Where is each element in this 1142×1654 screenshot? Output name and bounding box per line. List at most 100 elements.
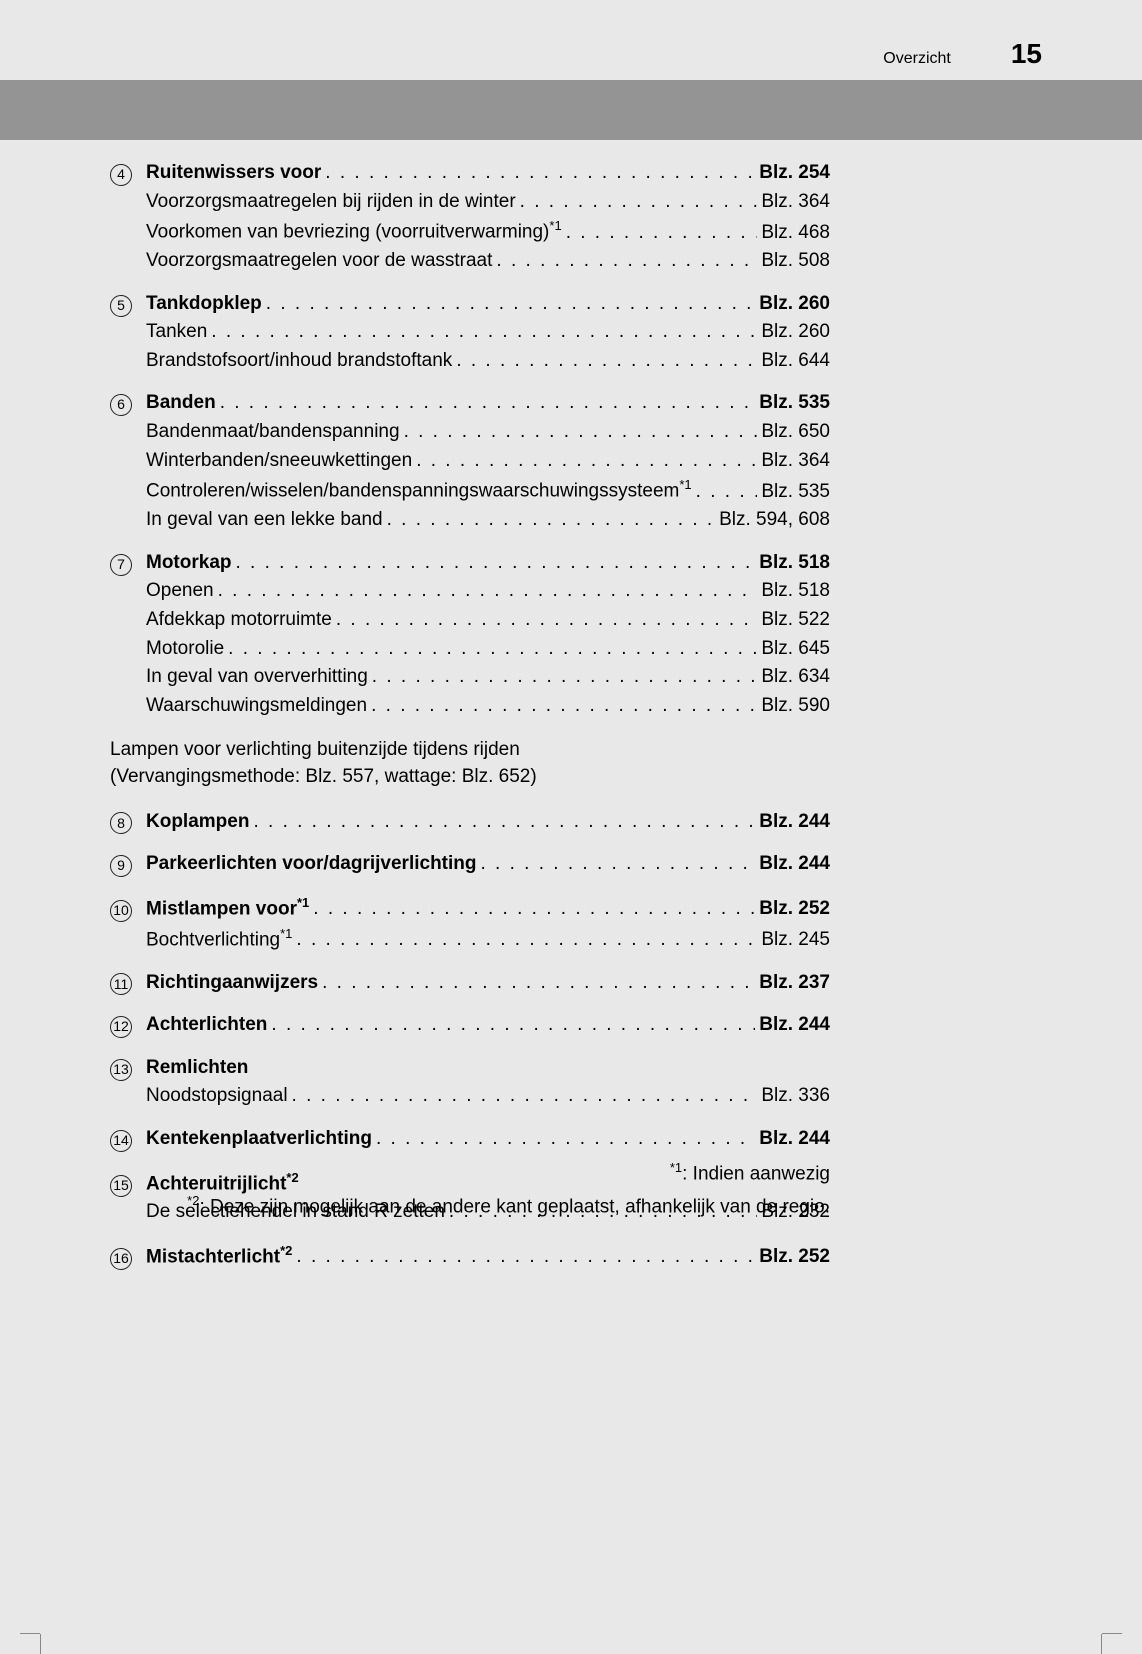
entry-label: Richtingaanwijzers [146, 970, 318, 997]
leader-dots [220, 390, 756, 417]
leader-dots [496, 248, 757, 275]
footnote-2: *2: Deze zijn mogelijk aan de andere kan… [110, 1190, 830, 1224]
page-reference: Blz. 644 [761, 348, 830, 375]
footnotes: *1: Indien aanwezig *2: Deze zijn mogeli… [110, 1157, 830, 1224]
circled-number-icon: 7 [110, 554, 132, 576]
intermediate-note: Lampen voor verlichting buitenzijde tijd… [110, 737, 830, 790]
toc-entry: Brandstofsoort/inhoud brandstoftankBlz. … [110, 348, 830, 375]
entry-label: Motorolie [146, 636, 224, 663]
leader-dots [520, 189, 758, 216]
toc-entry: 10 Mistlampen voor*1 Blz. 252 [110, 894, 830, 923]
page-reference: Blz. 336 [761, 1083, 830, 1110]
page-reference: Blz. 252 [759, 896, 830, 923]
leader-dots [387, 507, 715, 534]
leader-dots [266, 291, 755, 318]
entry-label: Parkeerlichten voor/dagrijverlichting [146, 851, 477, 878]
toc-entry: Voorzorgsmaatregelen voor de wasstraatBl… [110, 248, 830, 275]
entry-label: Winterbanden/sneeuwkettingen [146, 448, 412, 475]
intermediate-line2: (Vervangingsmethode: Blz. 557, wattage: … [110, 764, 830, 791]
toc-entry: 8KoplampenBlz. 244 [110, 809, 830, 836]
page-reference: Blz. 518 [759, 550, 830, 577]
leader-dots [372, 664, 758, 691]
circled-number-icon: 14 [110, 1130, 132, 1152]
entry-label: Ruitenwissers voor [146, 160, 321, 187]
circled-number-icon: 12 [110, 1016, 132, 1038]
page-reference: Blz. 634 [761, 664, 830, 691]
toc-entry: Voorzorgsmaatregelen bij rijden in de wi… [110, 189, 830, 216]
leader-dots [325, 160, 755, 187]
page-reference: Blz. 518 [761, 578, 830, 605]
entry-label: Tankdopklep [146, 291, 262, 318]
leader-dots [322, 970, 755, 997]
entry-label: Banden [146, 390, 216, 417]
entry-label: In geval van oververhitting [146, 664, 368, 691]
circled-number-icon: 6 [110, 394, 132, 416]
circled-number-icon: 4 [110, 164, 132, 186]
circled-number-icon: 10 [110, 900, 132, 922]
page-reference: Blz. 244 [759, 1012, 830, 1039]
page-reference: Blz. 468 [761, 220, 830, 247]
toc-entry: Voorkomen van bevriezing (voorruitverwar… [110, 217, 830, 246]
toc-entry: MotorolieBlz. 645 [110, 636, 830, 663]
circled-number-icon: 5 [110, 295, 132, 317]
page-reference: Blz. 260 [761, 319, 830, 346]
crop-mark-bl [20, 1614, 60, 1654]
page-number: 15 [1011, 38, 1042, 70]
leader-dots [336, 607, 757, 634]
page-reference: Blz. 245 [761, 927, 830, 954]
leader-dots [296, 927, 757, 954]
entry-label: Mistachterlicht*2 [146, 1242, 292, 1271]
leader-dots [218, 578, 758, 605]
page-reference: Blz. 535 [759, 390, 830, 417]
header-title: Overzicht [883, 50, 951, 68]
toc-entry: 14KentekenplaatverlichtingBlz. 244 [110, 1126, 830, 1153]
content-area: 4Ruitenwissers voorBlz. 254Voorzorgsmaat… [110, 160, 830, 1273]
page-reference: Blz. 244 [759, 809, 830, 836]
entry-label: Achterlichten [146, 1012, 267, 1039]
toc-entry: Bandenmaat/bandenspanningBlz. 650 [110, 419, 830, 446]
leader-dots [211, 319, 757, 346]
page-reference: Blz. 590 [761, 693, 830, 720]
leader-dots [404, 419, 758, 446]
page-reference: Blz. 535 [761, 479, 830, 506]
entry-label: Afdekkap motorruimte [146, 607, 332, 634]
toc-entry: 6 Banden Blz. 535 [110, 390, 830, 417]
leader-dots [236, 550, 756, 577]
toc-entry: Openen Blz. 518 [110, 578, 830, 605]
toc-entry: 11 Richtingaanwijzers Blz. 237 [110, 970, 830, 997]
leader-dots [292, 1083, 758, 1110]
circled-number-icon: 11 [110, 973, 132, 995]
page-reference: Blz. 237 [759, 970, 830, 997]
circled-number-icon: 9 [110, 855, 132, 877]
toc-entry: Afdekkap motorruimte Blz. 522 [110, 607, 830, 634]
entry-label: Voorzorgsmaatregelen voor de wasstraat [146, 248, 492, 275]
circled-number-icon: 8 [110, 812, 132, 834]
leader-dots [228, 636, 757, 663]
entry-label: Motorkap [146, 550, 232, 577]
toc-entry: 13Remlichten [110, 1055, 830, 1082]
entry-label: Controleren/wisselen/bandenspanningswaar… [146, 476, 692, 505]
crop-mark-br [1082, 1614, 1122, 1654]
leader-dots [271, 1012, 755, 1039]
toc-entry: Winterbanden/sneeuwkettingenBlz. 364 [110, 448, 830, 475]
toc-entry: WaarschuwingsmeldingenBlz. 590 [110, 693, 830, 720]
entry-label: Openen [146, 578, 214, 605]
entry-label: Mistlampen voor*1 [146, 894, 309, 923]
toc-entry: 4 Ruitenwissers voor Blz. 254 [110, 160, 830, 187]
leader-dots [253, 809, 755, 836]
circled-number-icon: 16 [110, 1248, 132, 1270]
toc-entry: In geval van oververhitting Blz. 634 [110, 664, 830, 691]
toc-entry: Controleren/wisselen/bandenspanningswaar… [110, 476, 830, 505]
toc-entry: 5TankdopklepBlz. 260 [110, 291, 830, 318]
page-reference: Blz. 522 [761, 607, 830, 634]
sections-list: 4Ruitenwissers voorBlz. 254Voorzorgsmaat… [110, 160, 830, 719]
toc-entry: 16Mistachterlicht*2Blz. 252 [110, 1242, 830, 1271]
entry-label: Noodstopsignaal [146, 1083, 288, 1110]
leader-dots [376, 1126, 755, 1153]
entry-label: Voorkomen van bevriezing (voorruitverwar… [146, 217, 562, 246]
intermediate-line1: Lampen voor verlichting buitenzijde tijd… [110, 737, 830, 764]
page-reference: Blz. 254 [759, 160, 830, 187]
toc-entry: TankenBlz. 260 [110, 319, 830, 346]
toc-entry: In geval van een lekke bandBlz. 594, 608 [110, 507, 830, 534]
leader-dots [696, 479, 758, 506]
